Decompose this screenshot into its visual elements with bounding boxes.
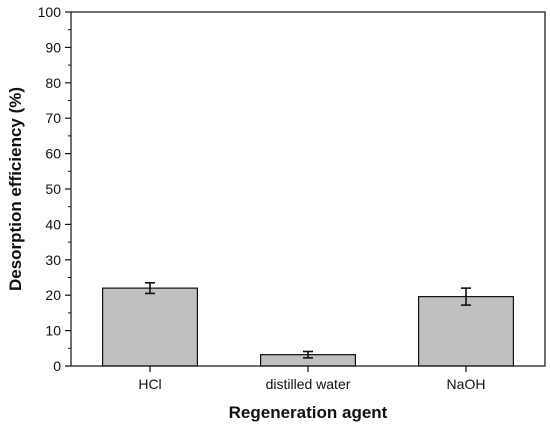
bar-hcl (101, 287, 199, 367)
bar-series (101, 287, 515, 367)
y-tick-label: 100 (38, 4, 62, 20)
y-tick-label: 10 (45, 323, 61, 339)
y-tick-label: 0 (53, 358, 61, 374)
y-axis-title: Desorption efficiency (%) (6, 87, 25, 291)
plot-frame (70, 11, 546, 367)
y-tick-label: 70 (45, 110, 61, 126)
bar-naoh (418, 296, 515, 367)
x-tick-label: HCl (138, 376, 161, 392)
y-tick-label: 60 (45, 146, 61, 162)
y-tick-label: 40 (45, 216, 61, 232)
y-tick-label: 50 (45, 181, 61, 197)
error-bar-series (145, 282, 471, 359)
y-tick-label: 80 (45, 75, 61, 91)
y-axis-ticks: 0 10 20 30 40 50 60 70 80 90 100 (38, 4, 71, 374)
x-axis-ticks: HCl distilled water NaOH (138, 366, 485, 392)
x-tick-label: NaOH (447, 376, 486, 392)
x-tick-label: distilled water (266, 376, 351, 392)
y-tick-label: 30 (45, 252, 61, 268)
y-tick-label: 20 (45, 287, 61, 303)
y-tick-label: 90 (45, 39, 61, 55)
x-axis-title: Regeneration agent (229, 403, 388, 422)
